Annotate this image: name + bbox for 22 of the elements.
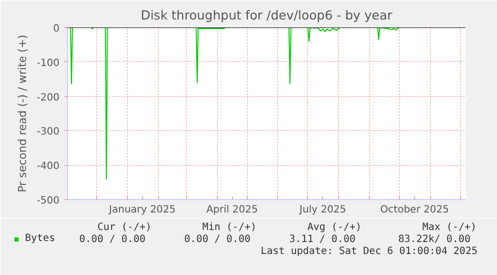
text: Avg (-/+) — [307, 222, 362, 233]
text: Min (-/+) — [202, 222, 257, 233]
text: 0.00 / 0.00 — [184, 234, 250, 245]
y-tick-label: -300 — [36, 126, 60, 138]
x-tick-label: January 2025 — [108, 204, 176, 216]
y-tick-label: -200 — [36, 92, 60, 104]
chart-title: Disk throughput for /dev/loop6 - by year — [140, 8, 394, 22]
text: 0.00 / 0.00 — [79, 234, 146, 245]
y-tick-label: 0 — [53, 24, 60, 34]
text: 3.11 / 0.00 — [289, 234, 356, 245]
y-axis-title: Pr second read (-) / write (+) — [16, 34, 29, 192]
y-tick-label: -500 — [36, 196, 60, 206]
x-tick-label: July 2025 — [298, 204, 346, 216]
text: Cur (-/+) — [97, 222, 152, 233]
x-tick-label: October 2025 — [380, 204, 449, 216]
text: 83.22k/ 0.00 — [398, 234, 470, 245]
text: Last update: Sat Dec 6 01:00:04 2025 — [260, 246, 478, 257]
x-tick-label: April 2025 — [206, 204, 258, 216]
text: Max (-/+) — [422, 222, 477, 233]
y-tick-label: -100 — [36, 58, 60, 69]
y-tick-label: -400 — [36, 161, 60, 172]
legend-label: Bytes — [25, 233, 56, 244]
